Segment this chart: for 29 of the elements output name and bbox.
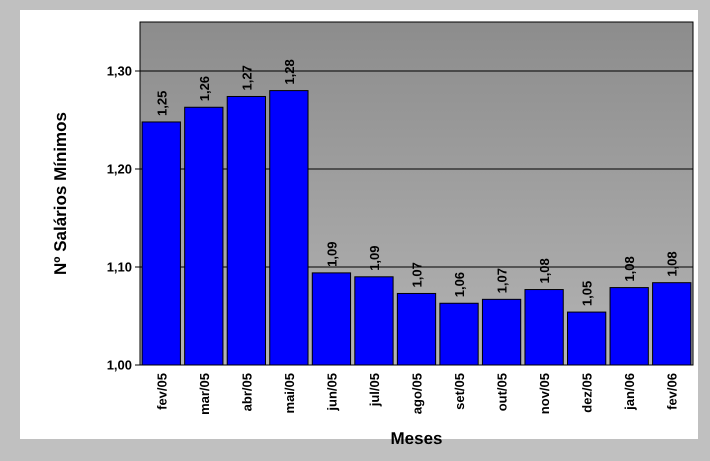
x-tick-label: jan/06	[622, 373, 638, 411]
x-tick-label: nov/05	[537, 373, 552, 414]
data-label: 1,09	[324, 242, 340, 267]
data-label: 1,27	[239, 65, 254, 90]
data-label: 1,08	[622, 256, 638, 282]
data-label: 1,06	[452, 272, 468, 298]
x-tick-label: jun/05	[324, 373, 340, 412]
x-tick-label: out/05	[494, 373, 510, 412]
data-label: 1,07	[410, 262, 424, 288]
y-tick-label: 1,30	[106, 64, 132, 79]
y-tick-label: 1,10	[106, 260, 132, 275]
y-axis-title: Nº Salários Mínimos	[51, 112, 70, 276]
y-tick-label: 1,00	[106, 358, 132, 373]
data-label: 1,25	[154, 90, 170, 116]
x-tick-label: jul/05	[366, 373, 382, 408]
x-tick-label: mar/05	[196, 373, 212, 415]
x-axis-title: Meses	[390, 429, 442, 448]
data-label: 1,05	[580, 280, 595, 306]
x-tick-label: fev/05	[154, 373, 170, 410]
x-tick-label: abr/05	[239, 373, 254, 412]
x-tick-label: dez/05	[580, 373, 595, 413]
x-tick-label: set/05	[452, 373, 468, 410]
data-label: 1,08	[664, 251, 680, 277]
data-label: 1,26	[196, 76, 212, 102]
x-tick-label: ago/05	[410, 373, 424, 414]
x-tick-label: mai/05	[282, 373, 297, 414]
data-label: 1,07	[494, 268, 510, 294]
x-tick-label: fev/06	[664, 373, 680, 410]
y-tick-label: 1,20	[106, 162, 132, 177]
